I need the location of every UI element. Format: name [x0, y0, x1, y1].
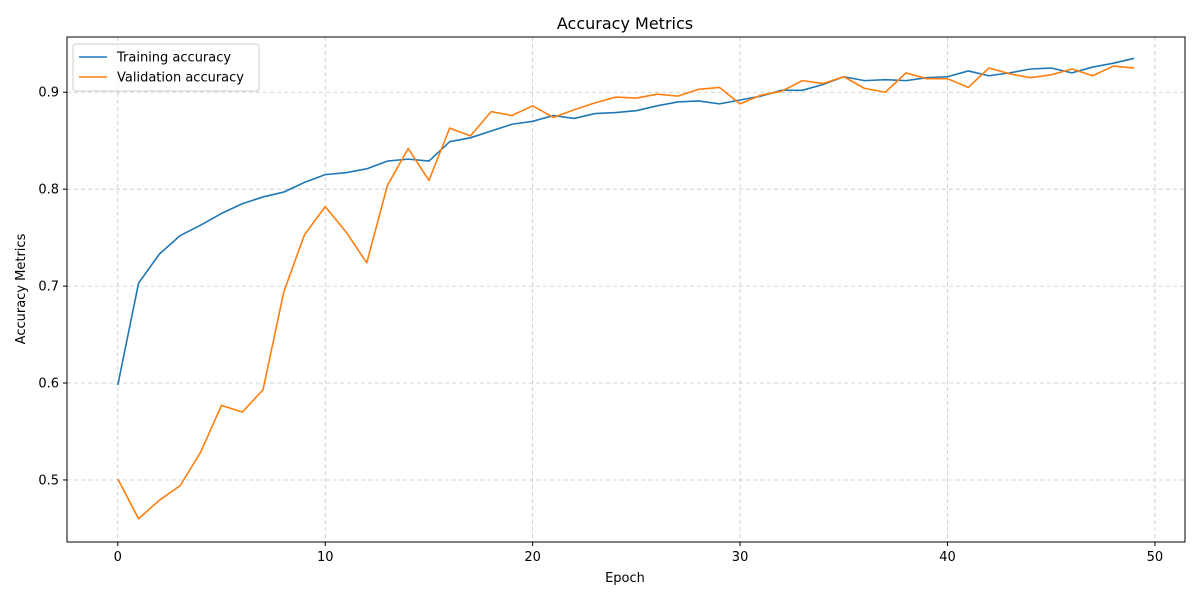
y-tick-label: 0.9 [38, 86, 59, 101]
series-layer [117, 57, 1135, 520]
x-tick-label: 40 [939, 550, 956, 565]
legend-label: Training accuracy [116, 51, 231, 66]
x-tick-label: 10 [317, 550, 334, 565]
tick-layer: 0 10 20 30 40 50 0.5 0.6 0.7 0.8 0.9 [38, 86, 1163, 565]
y-tick-label: 0.7 [38, 280, 59, 295]
y-tick-label: 0.6 [38, 377, 59, 392]
legend: Training accuracy Validation accuracy [72, 43, 260, 92]
x-tick-label: 30 [732, 550, 749, 565]
chart-title: Accuracy Metrics [557, 14, 693, 33]
x-tick-label: 20 [524, 550, 541, 565]
y-tick-label: 0.5 [38, 473, 59, 488]
y-axis-label: Accuracy Metrics [14, 233, 29, 344]
y-tick-label: 0.8 [38, 183, 59, 198]
series-line-training [117, 57, 1135, 386]
legend-box [72, 43, 260, 92]
series-line-validation [117, 65, 1135, 520]
x-tick-label: 0 [114, 550, 122, 565]
legend-label: Validation accuracy [117, 71, 244, 86]
x-tick-label: 50 [1147, 550, 1164, 565]
plot-frame [66, 36, 1186, 543]
x-axis-label: Epoch [605, 571, 645, 586]
